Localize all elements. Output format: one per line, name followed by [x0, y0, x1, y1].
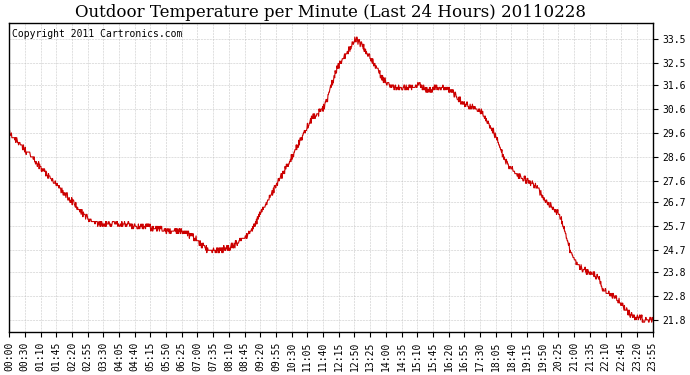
Title: Outdoor Temperature per Minute (Last 24 Hours) 20110228: Outdoor Temperature per Minute (Last 24 …: [75, 4, 586, 21]
Text: Copyright 2011 Cartronics.com: Copyright 2011 Cartronics.com: [12, 29, 183, 39]
